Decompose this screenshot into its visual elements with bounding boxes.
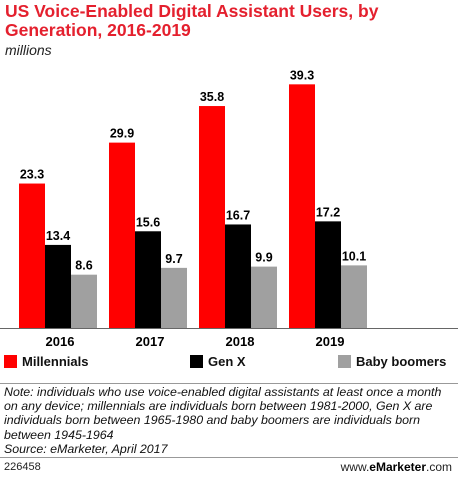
legend-label: Gen X bbox=[208, 354, 246, 369]
data-label: 29.9 bbox=[110, 127, 134, 141]
data-label: 13.4 bbox=[46, 229, 70, 243]
data-label: 16.7 bbox=[226, 208, 250, 222]
brand-prefix: www. bbox=[340, 460, 370, 474]
chart-id: 226458 bbox=[4, 461, 41, 473]
bar-millennials-2018 bbox=[199, 106, 225, 328]
data-label: 8.6 bbox=[75, 259, 92, 273]
x-tick-label: 2016 bbox=[46, 334, 75, 349]
data-label: 9.9 bbox=[255, 251, 272, 265]
bar-millennials-2019 bbox=[289, 84, 315, 328]
divider bbox=[0, 383, 458, 384]
data-label: 39.3 bbox=[290, 68, 314, 82]
bar-millennials-2016 bbox=[19, 183, 45, 328]
data-label: 35.8 bbox=[200, 90, 224, 104]
legend-swatch bbox=[338, 355, 351, 368]
x-tick-label: 2017 bbox=[136, 334, 165, 349]
data-label: 9.7 bbox=[165, 252, 182, 266]
source-text: Source: eMarketer, April 2017 bbox=[4, 441, 168, 456]
data-label: 17.2 bbox=[316, 205, 340, 219]
legend-label: Millennials bbox=[22, 354, 89, 369]
bar-millennials-2017 bbox=[109, 142, 135, 328]
x-tick-label: 2019 bbox=[316, 334, 345, 349]
chart-title: US Voice-Enabled Digital Assistant Users… bbox=[5, 1, 379, 40]
bar-baby-boomers-2018 bbox=[251, 266, 277, 328]
legend-item-millennials: Millennials bbox=[4, 354, 88, 369]
bar-baby-boomers-2016 bbox=[71, 274, 97, 328]
data-label: 23.3 bbox=[20, 168, 44, 182]
bar-gen-x-2018 bbox=[225, 224, 251, 328]
legend-item-gen-x: Gen X bbox=[190, 354, 246, 369]
brand-name: eMarketer bbox=[369, 460, 426, 474]
legend-item-baby-boomers: Baby boomers bbox=[338, 354, 446, 369]
divider bbox=[0, 457, 458, 458]
bar-gen-x-2017 bbox=[135, 231, 161, 328]
legend-label: Baby boomers bbox=[356, 354, 447, 369]
brand-suffix: .com bbox=[425, 460, 452, 474]
bar-baby-boomers-2017 bbox=[161, 267, 187, 328]
data-label: 15.6 bbox=[136, 215, 160, 229]
note-text: Note: individuals who use voice-enabled … bbox=[4, 385, 442, 442]
legend-swatch bbox=[4, 355, 17, 368]
x-tick-label: 2018 bbox=[226, 334, 255, 349]
bar-gen-x-2016 bbox=[45, 244, 71, 328]
bar-chart: 23.3 13.4 8.6 2016 29.9 15.6 9.7 2017 35.8 16.7 9.… bbox=[0, 68, 458, 349]
chart-subtitle: millions bbox=[5, 42, 52, 58]
brand-url[interactable]: www.eMarketer.com bbox=[341, 460, 452, 474]
legend: Millennials Gen X Baby boomers bbox=[0, 354, 458, 376]
bar-gen-x-2019 bbox=[315, 221, 341, 328]
legend-swatch bbox=[190, 355, 203, 368]
bar-baby-boomers-2019 bbox=[341, 265, 367, 328]
chart-note: Note: individuals who use voice-enabled … bbox=[4, 385, 456, 456]
data-label: 10.1 bbox=[342, 249, 366, 263]
